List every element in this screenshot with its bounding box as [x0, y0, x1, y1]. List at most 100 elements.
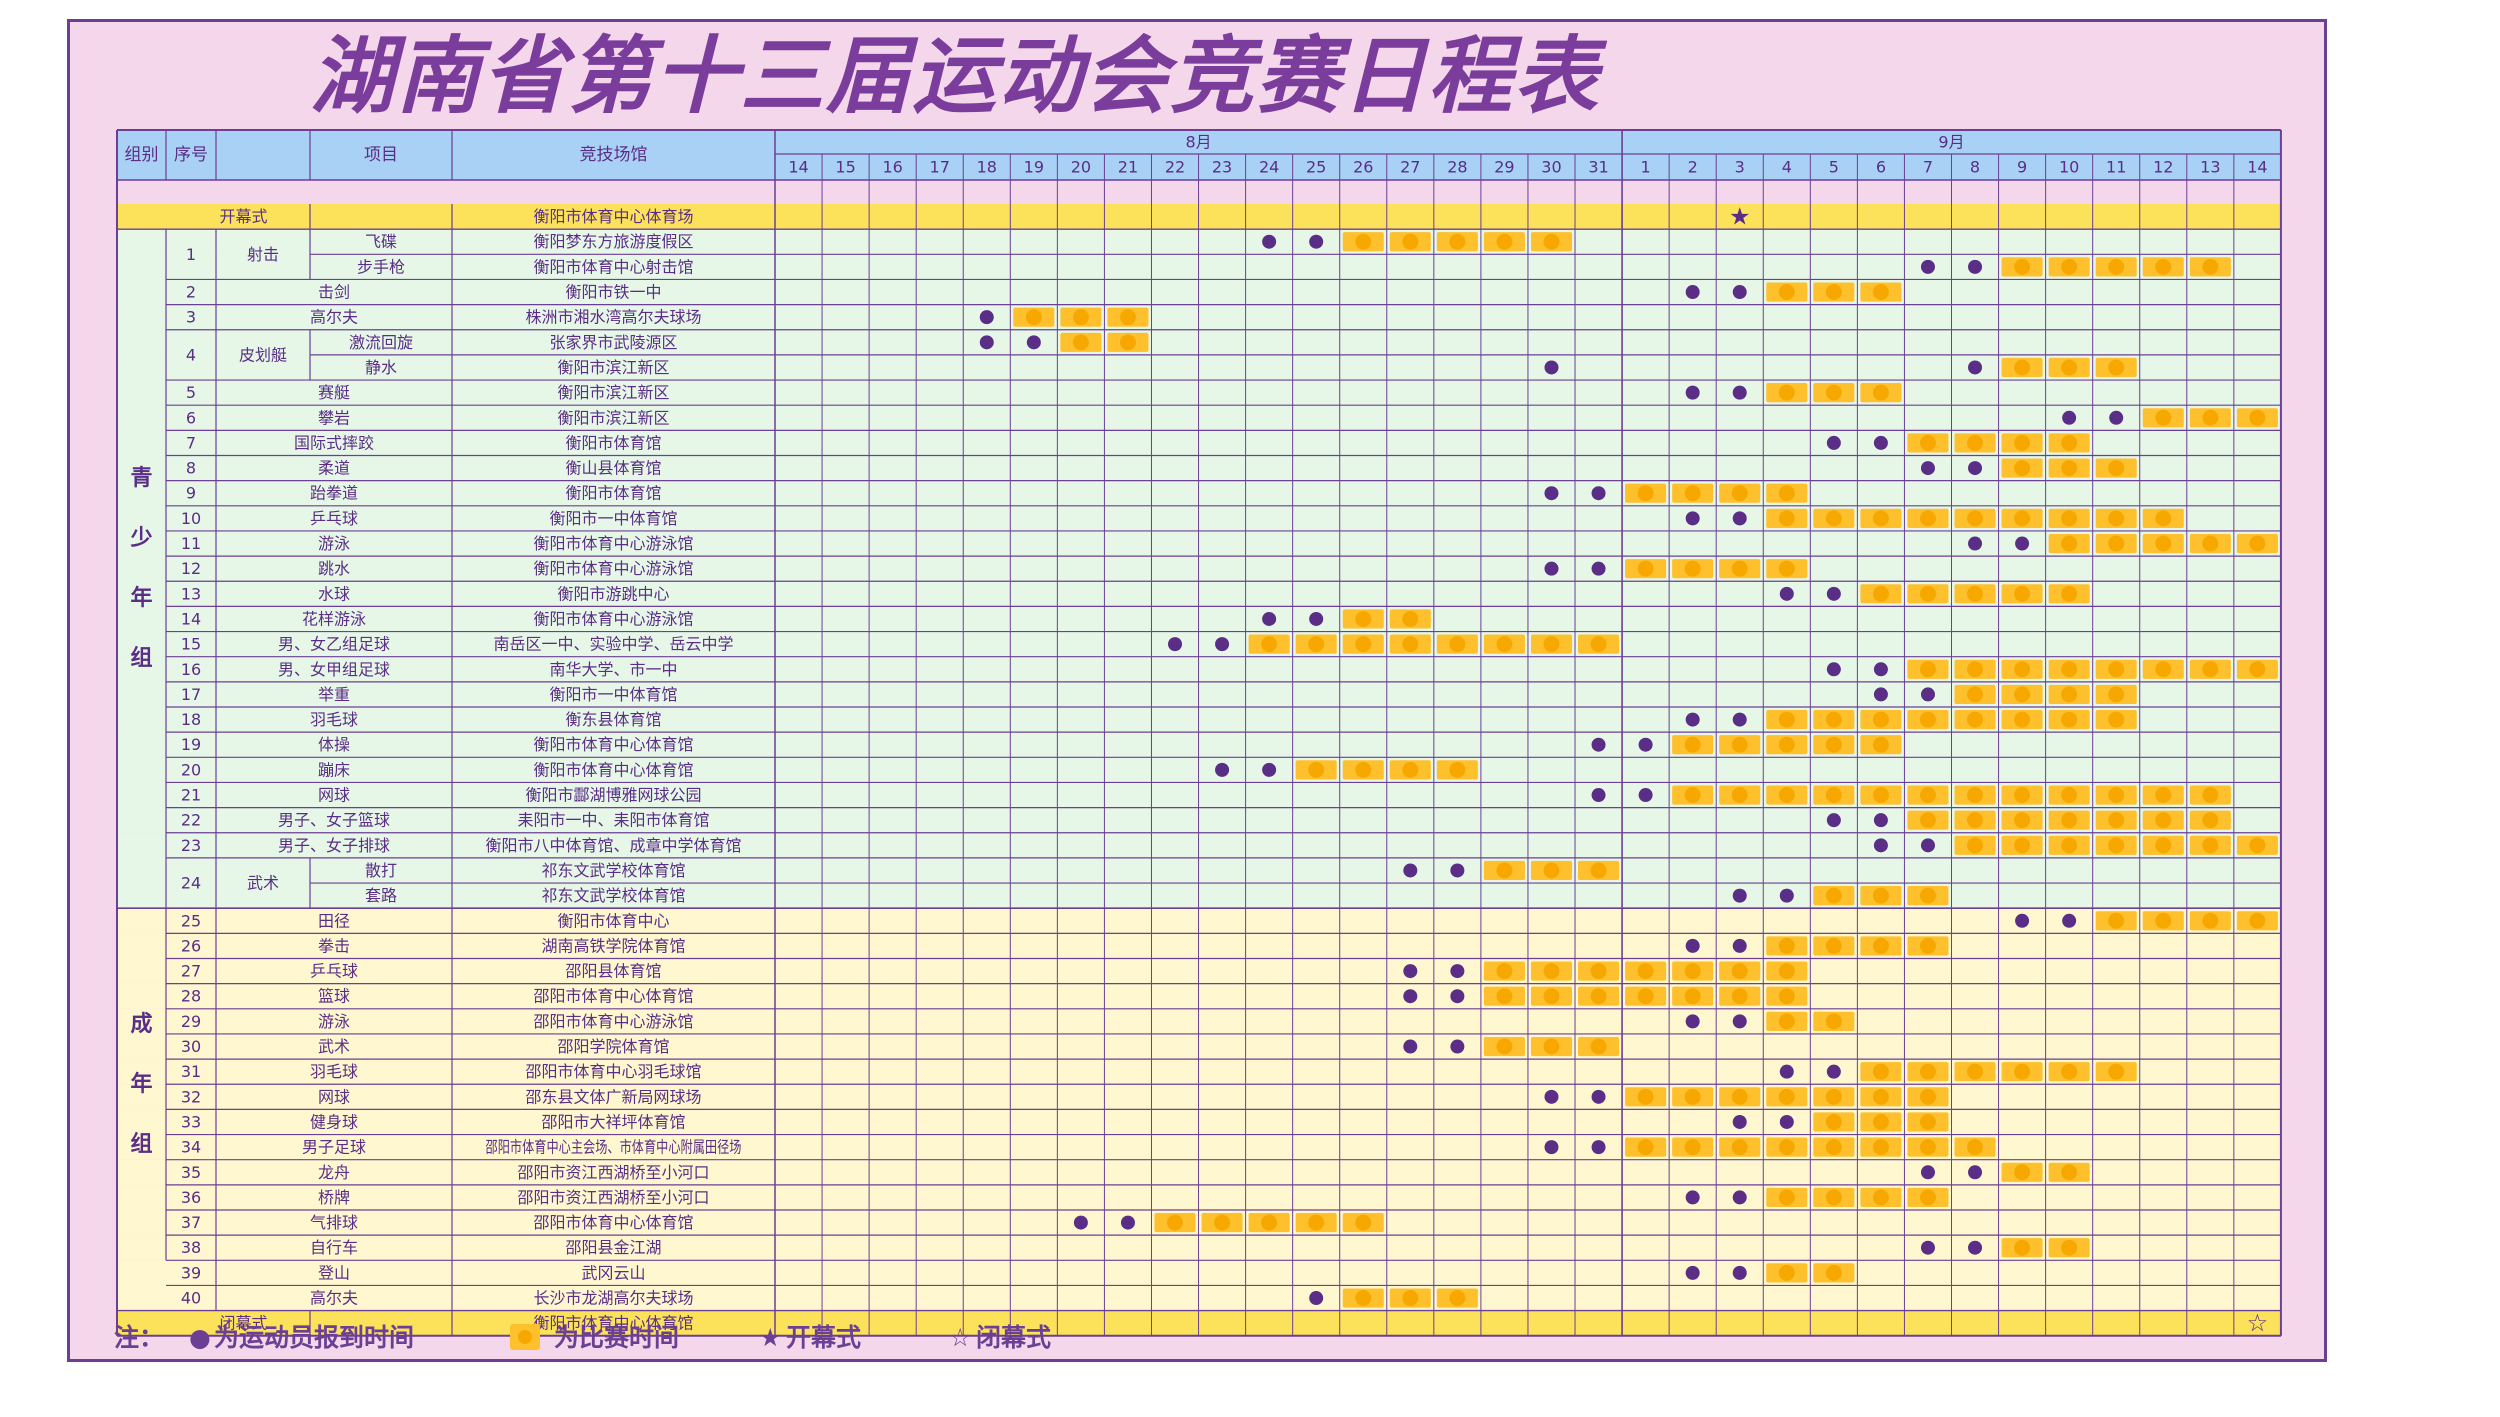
header-day: 10 — [2059, 158, 2079, 177]
competition-day-dot — [1778, 384, 1795, 401]
registration-day-dot — [1732, 385, 1747, 400]
competition-day-dot — [2155, 409, 2172, 426]
competition-day-dot — [2108, 912, 2125, 929]
header-day: 11 — [2106, 158, 2126, 177]
registration-day-dot — [2062, 410, 2077, 425]
registration-day-dot — [1591, 561, 1606, 576]
competition-day-dot — [1825, 711, 1842, 728]
group-label-char: 青 — [130, 466, 152, 491]
competition-day-dot — [2061, 585, 2078, 602]
row-venue: 衡阳市八中体育馆、成章中学体育馆 — [485, 836, 741, 855]
competition-day-dot — [2108, 510, 2125, 527]
row-item: 篮球 — [318, 987, 350, 1006]
row-category: 武术 — [247, 874, 279, 893]
competition-day-dot — [1872, 1189, 1889, 1206]
row-number: 6 — [186, 408, 196, 427]
competition-day-dot — [2061, 434, 2078, 451]
registration-day-dot — [1262, 762, 1277, 777]
row-venue: 衡阳市体育中心游泳馆 — [533, 559, 693, 578]
row-venue: 衡阳市游跳中心 — [557, 584, 669, 603]
row-venue: 衡阳市体育中心体育馆 — [533, 760, 693, 779]
row-category: 皮划艇 — [239, 345, 287, 364]
competition-day-dot — [2061, 837, 2078, 854]
competition-day-dot — [1778, 560, 1795, 577]
competition-day-dot — [2108, 686, 2125, 703]
header-day: 16 — [882, 158, 902, 177]
competition-day-dot — [1919, 787, 1936, 804]
competition-day-dot — [1825, 1139, 1842, 1156]
row-item: 羽毛球 — [310, 1062, 358, 1081]
header-day: 29 — [1494, 158, 1514, 177]
header-index: 序号 — [174, 145, 208, 165]
registration-day-dot — [1685, 1265, 1700, 1280]
legend-closing-label: 闭幕式 — [976, 1323, 1052, 1352]
competition-day-dot — [1778, 1013, 1795, 1030]
competition-day-dot — [1919, 661, 1936, 678]
opening-star-icon: ★ — [1729, 203, 1751, 231]
row-venue: 邵阳学院体育馆 — [557, 1037, 669, 1056]
registration-day-dot — [1920, 1240, 1935, 1255]
row-number: 39 — [181, 1263, 201, 1282]
competition-day-dot — [1449, 636, 1466, 653]
registration-day-dot — [1920, 1165, 1935, 1180]
competition-day-dot — [2014, 686, 2031, 703]
competition-day-dot — [2155, 912, 2172, 929]
competition-day-dot — [1872, 384, 1889, 401]
competition-day-dot — [2249, 661, 2266, 678]
competition-day-dot — [2202, 409, 2219, 426]
registration-day-dot — [1826, 586, 1841, 601]
row-item: 飞碟 — [365, 232, 397, 251]
row-item: 蹦床 — [318, 760, 350, 779]
registration-day-dot — [1685, 511, 1700, 526]
competition-day-dot — [1778, 711, 1795, 728]
row-venue: 邵阳市资江西湖桥至小河口 — [517, 1163, 709, 1182]
row-item: 套路 — [365, 886, 397, 905]
row-number: 30 — [181, 1037, 201, 1056]
registration-day-dot — [1591, 737, 1606, 752]
registration-day-dot — [1779, 888, 1794, 903]
registration-day-dot — [1685, 712, 1700, 727]
row-number: 19 — [181, 735, 201, 754]
registration-day-dot — [1732, 1114, 1747, 1129]
registration-day-dot — [1732, 712, 1747, 727]
competition-day-dot — [2108, 258, 2125, 275]
registration-day-dot — [1873, 435, 1888, 450]
competition-day-dot — [1355, 761, 1372, 778]
competition-day-dot — [1778, 1189, 1795, 1206]
header-day: 28 — [1447, 158, 1467, 177]
row-item: 高尔夫 — [310, 1289, 358, 1308]
competition-day-dot — [1872, 1088, 1889, 1105]
header-day: 23 — [1212, 158, 1232, 177]
registration-day-dot — [1403, 964, 1418, 979]
competition-day-dot — [1778, 284, 1795, 301]
row-number: 3 — [186, 308, 196, 327]
competition-day-dot — [1590, 1038, 1607, 1055]
header-day: 6 — [1876, 158, 1886, 177]
competition-day-dot — [1967, 661, 1984, 678]
registration-day-dot — [1873, 687, 1888, 702]
competition-day-dot — [2249, 837, 2266, 854]
row-number: 12 — [181, 559, 201, 578]
competition-day-dot — [1919, 1113, 1936, 1130]
row-number: 40 — [181, 1289, 201, 1308]
competition-day-dot — [1684, 560, 1701, 577]
competition-day-dot — [2014, 510, 2031, 527]
registration-day-dot — [1450, 863, 1465, 878]
competition-day-dot — [1355, 1214, 1372, 1231]
registration-day-dot — [1920, 838, 1935, 853]
competition-day-dot — [1967, 787, 1984, 804]
competition-day-dot — [1919, 585, 1936, 602]
row-item: 健身球 — [310, 1112, 358, 1131]
competition-day-dot — [1872, 284, 1889, 301]
ceremony-venue: 衡阳市体育中心体育馆 — [533, 1314, 693, 1333]
competition-day-dot — [1684, 736, 1701, 753]
competition-day-dot — [1872, 1063, 1889, 1080]
row-venue: 武冈云山 — [581, 1263, 645, 1282]
competition-day-dot — [1967, 510, 1984, 527]
row-number: 34 — [181, 1138, 201, 1157]
competition-day-dot — [1308, 636, 1325, 653]
competition-day-dot — [1919, 1139, 1936, 1156]
legend-competition-label: 为比赛时间 — [554, 1323, 680, 1352]
competition-day-dot — [1825, 1189, 1842, 1206]
competition-day-dot — [1496, 988, 1513, 1005]
